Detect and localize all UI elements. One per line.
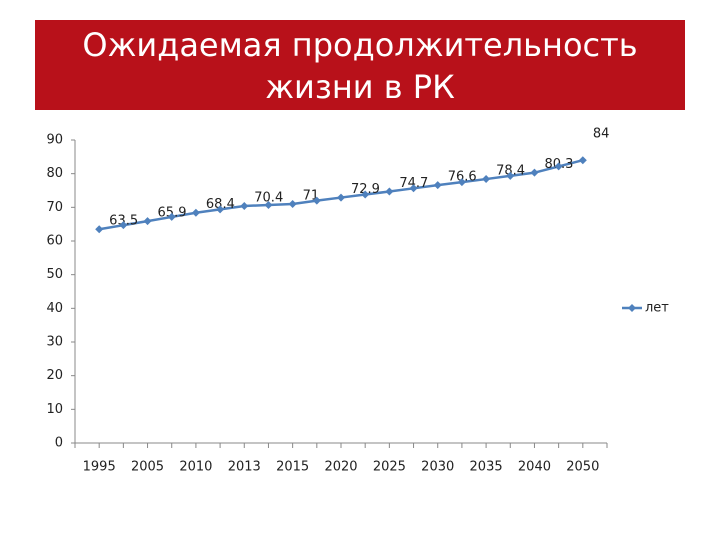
data-label: 74.7 — [399, 176, 428, 191]
y-tick-label: 0 — [55, 436, 63, 451]
point-marker — [95, 225, 104, 234]
y-tick-label: 20 — [46, 368, 63, 383]
y-tick-label: 90 — [46, 133, 63, 148]
x-tick-label: 2050 — [566, 460, 599, 475]
point-marker — [554, 162, 563, 171]
x-tick-label: 2030 — [421, 460, 454, 475]
data-label: 68.4 — [206, 197, 235, 212]
point-marker — [191, 208, 200, 217]
x-tick-label: 2040 — [518, 460, 551, 475]
x-tick-label: 2020 — [324, 460, 357, 475]
data-label: 84 — [593, 127, 610, 142]
point-marker — [482, 175, 491, 184]
data-label: 76.6 — [448, 170, 477, 185]
y-tick-label: 30 — [46, 335, 63, 350]
point-marker — [506, 171, 515, 180]
point-marker — [385, 187, 394, 196]
point-marker — [457, 178, 466, 187]
data-label: 78.4 — [496, 164, 525, 179]
x-tick-label: 1995 — [83, 460, 116, 475]
point-marker — [530, 168, 539, 177]
point-marker — [337, 193, 345, 202]
y-tick-label: 60 — [46, 234, 63, 249]
y-tick-label: 70 — [46, 200, 63, 215]
x-tick-label: 2025 — [373, 460, 406, 475]
point-marker — [312, 196, 321, 205]
x-tick-label: 2005 — [131, 460, 164, 475]
chart-title: Ожидаемая продолжительность — [82, 26, 638, 64]
y-tick-label: 10 — [46, 402, 63, 417]
legend-marker — [628, 304, 636, 312]
point-marker — [216, 205, 225, 214]
point-marker — [264, 200, 273, 209]
legend-label: лет — [645, 301, 669, 316]
data-label: 63.5 — [109, 214, 138, 229]
point-marker — [288, 199, 297, 208]
point-marker — [167, 212, 176, 221]
point-marker — [143, 217, 152, 226]
point-marker — [240, 201, 249, 210]
data-label: 72.9 — [351, 182, 380, 197]
chart-title: жизни в РК — [265, 68, 455, 106]
y-tick-label: 50 — [46, 267, 63, 282]
y-tick-label: 40 — [46, 301, 63, 316]
y-tick-label: 80 — [46, 166, 63, 181]
data-label: 65.9 — [158, 206, 187, 221]
data-label: 70.4 — [254, 190, 283, 205]
x-tick-label: 2015 — [276, 460, 309, 475]
x-tick-label: 2013 — [228, 460, 261, 475]
point-marker — [361, 190, 370, 199]
point-marker — [409, 184, 418, 193]
point-marker — [433, 181, 442, 190]
x-tick-label: 2010 — [179, 460, 212, 475]
point-marker — [119, 221, 128, 230]
title-banner: Ожидаемая продолжительность жизни в РК — [35, 20, 685, 110]
x-tick-label: 2035 — [470, 460, 503, 475]
point-marker — [578, 156, 587, 165]
